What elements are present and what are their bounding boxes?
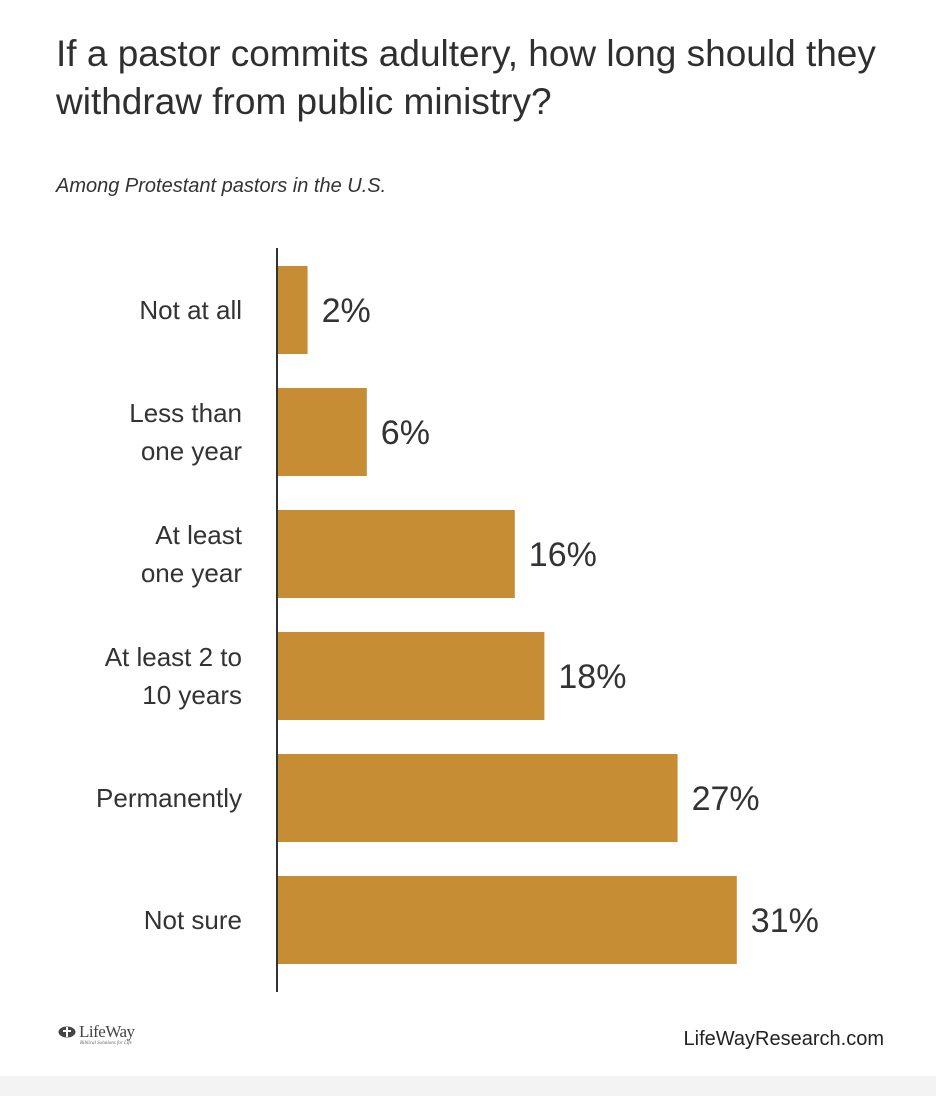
category-label: Not at all xyxy=(139,295,242,325)
bar xyxy=(278,510,515,598)
bar xyxy=(278,876,737,964)
category-label-line: At least xyxy=(155,520,242,550)
bar xyxy=(278,266,308,354)
bar xyxy=(278,754,678,842)
category-label: Not sure xyxy=(144,905,242,935)
category-label: Less than one year xyxy=(129,398,242,466)
category-label: At least one year xyxy=(141,520,243,588)
lifeway-logo: LifeWay xyxy=(58,1022,135,1042)
category-label-line: Not at all xyxy=(139,295,242,325)
bar xyxy=(278,388,367,476)
chart-subtitle: Among Protestant pastors in the U.S. xyxy=(56,175,387,197)
category-label: At least 2 to 10 years xyxy=(105,642,242,710)
category-label-line: Less than xyxy=(129,398,242,428)
data-label: 6% xyxy=(381,414,430,452)
lifeway-logo-icon xyxy=(58,1026,76,1038)
logo-wordmark: LifeWay xyxy=(79,1022,135,1041)
source-site: LifeWayResearch.com xyxy=(683,1028,884,1050)
category-label-line: Permanently xyxy=(96,783,242,813)
data-label: 31% xyxy=(751,902,819,940)
category-label-line: Not sure xyxy=(144,905,242,935)
logo-tagline: Biblical Solutions for Life xyxy=(80,1041,132,1046)
category-label: Permanently xyxy=(96,783,242,813)
category-label-line: 10 years xyxy=(142,680,242,710)
data-label: 2% xyxy=(322,292,371,330)
category-label-line: one year xyxy=(141,558,243,588)
bottom-strip xyxy=(0,1076,936,1096)
data-label: 27% xyxy=(692,780,760,818)
data-label: 16% xyxy=(529,536,597,574)
data-label: 18% xyxy=(558,658,626,696)
bar xyxy=(278,632,545,720)
chart-title: If a pastor commits adultery, how long s… xyxy=(56,33,876,122)
bar-chart: 2% Not at all 6% Less than one year 16% At lea… xyxy=(96,248,819,992)
category-label-line: one year xyxy=(141,436,243,466)
category-label-line: At least 2 to xyxy=(105,642,242,672)
